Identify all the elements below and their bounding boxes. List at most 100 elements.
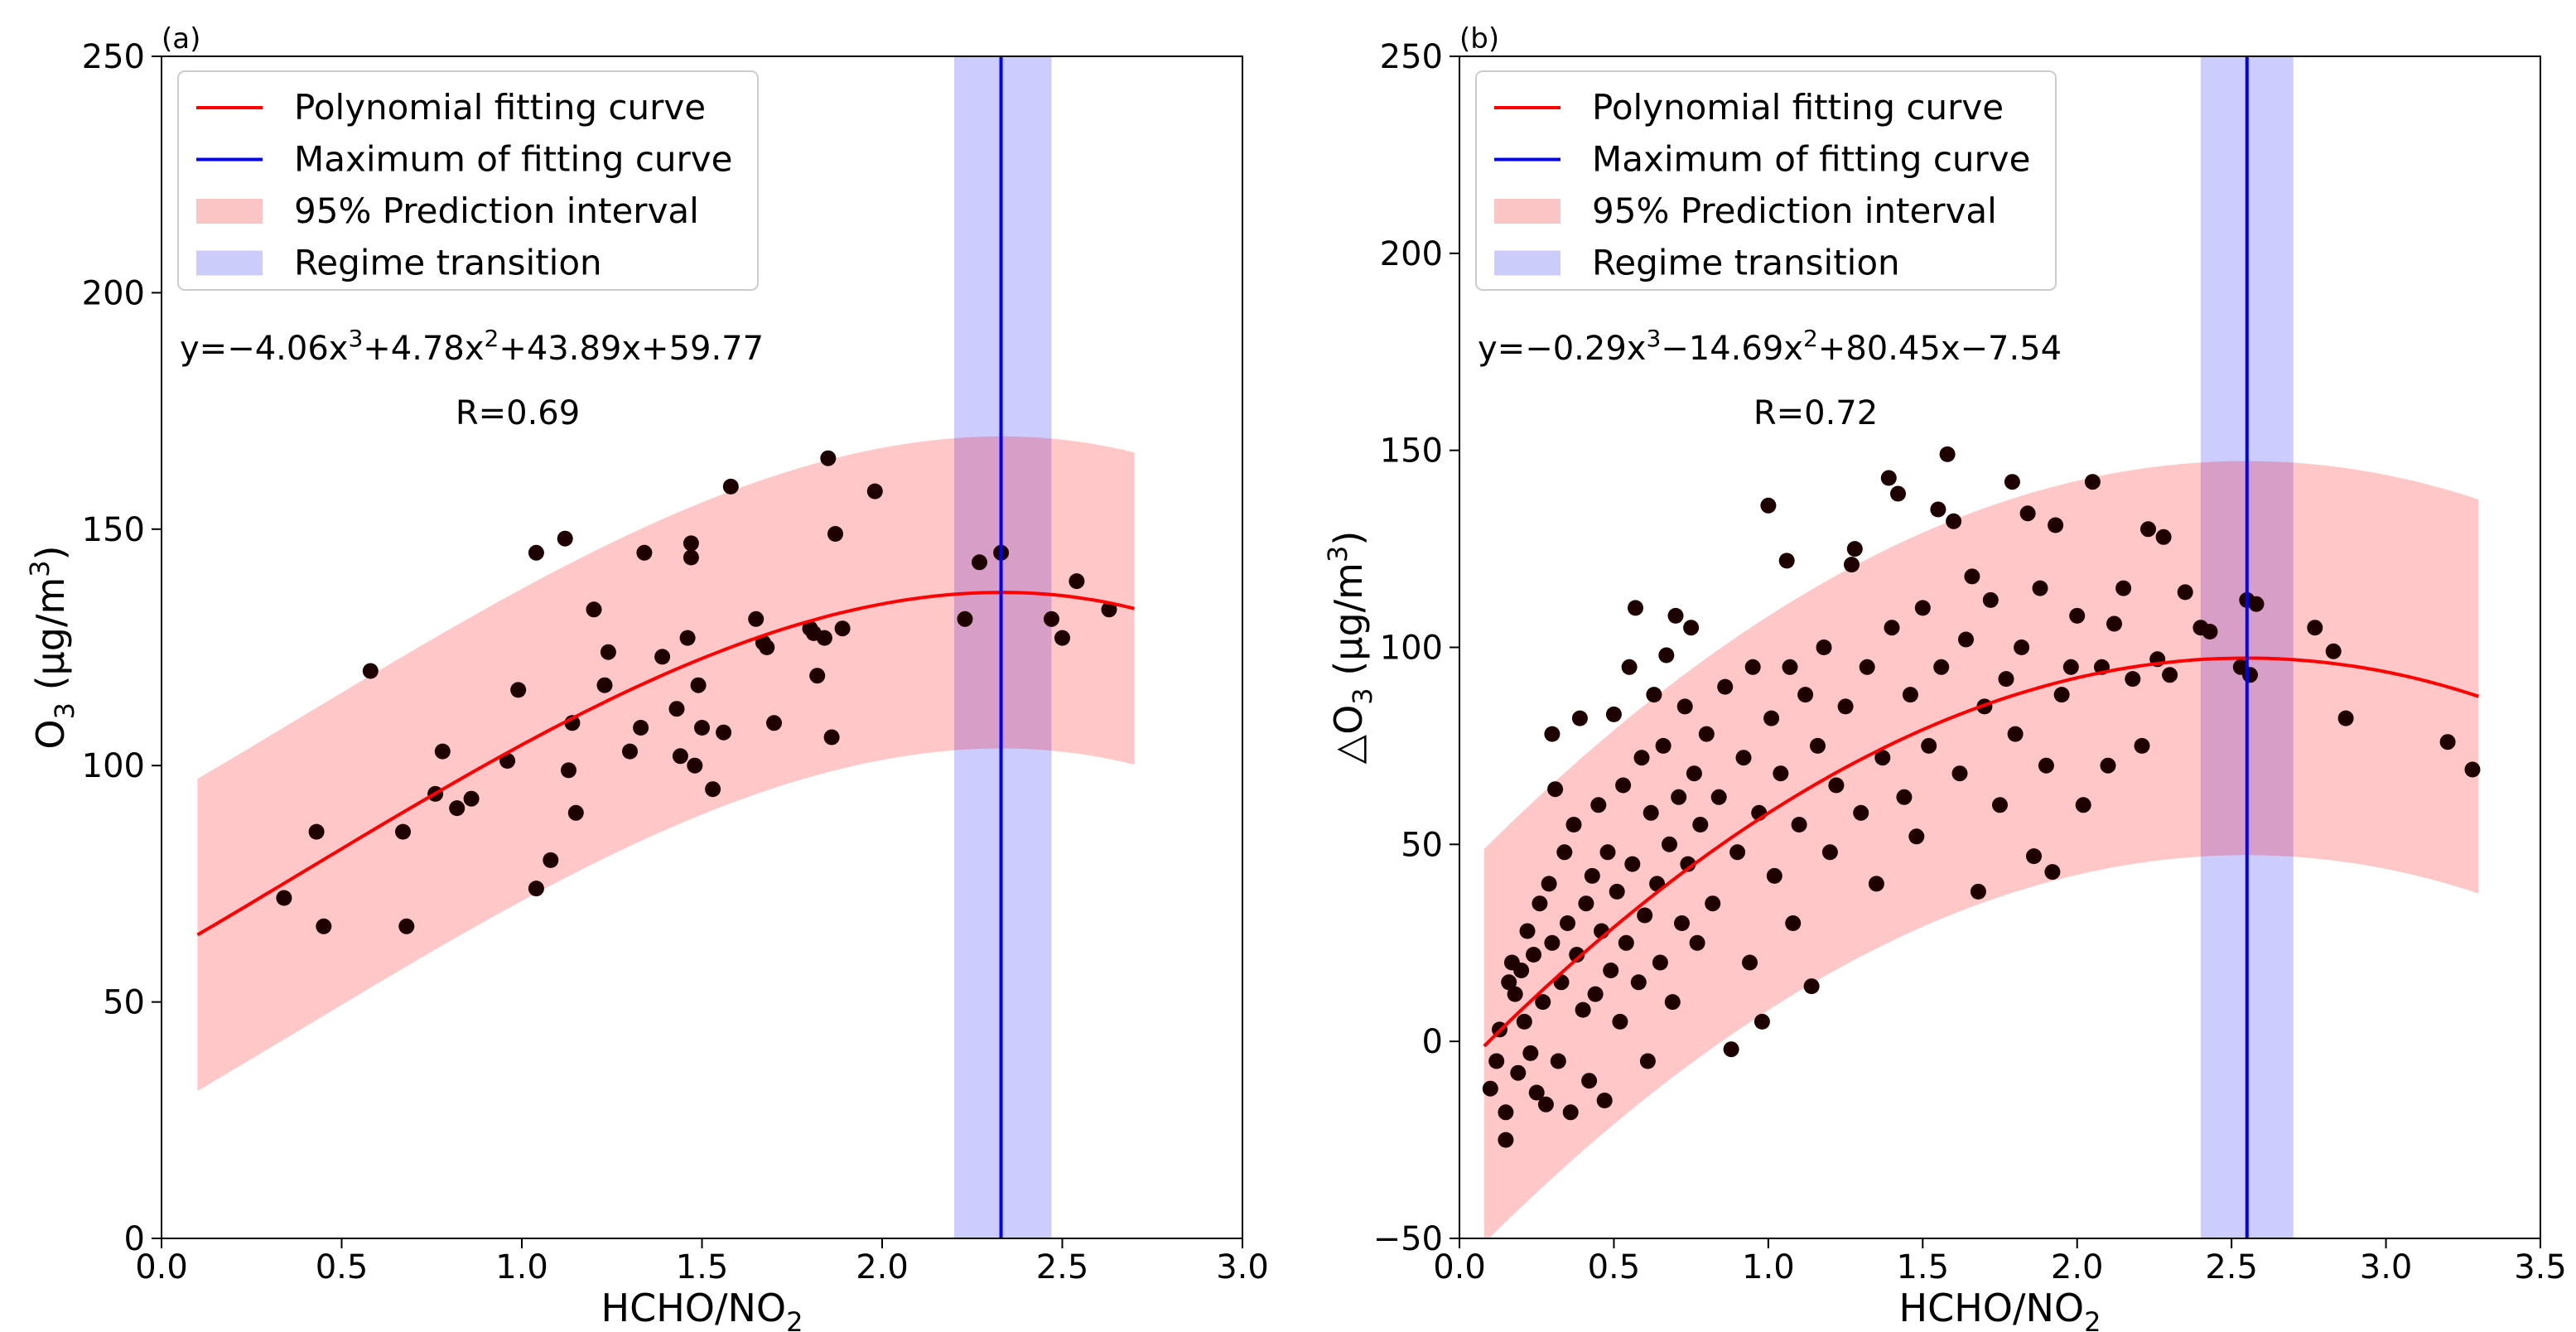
data-point — [1680, 856, 1696, 872]
data-point — [2202, 624, 2218, 639]
data-point — [827, 526, 843, 542]
data-point — [1482, 1080, 1498, 1097]
data-point — [683, 549, 699, 566]
fit-equation: y=−0.29x3−14.69x2+80.45x−7.54 — [1478, 325, 2062, 368]
data-point — [1637, 907, 1653, 924]
data-point — [2337, 710, 2354, 726]
data-point — [463, 790, 480, 807]
data-point — [1939, 446, 1956, 462]
data-point — [1908, 828, 1925, 845]
data-point — [1599, 844, 1616, 861]
regime-transition-band — [954, 56, 1052, 1238]
data-point — [1683, 620, 1700, 636]
data-point — [654, 649, 671, 665]
data-point — [1667, 607, 1684, 624]
legend-swatch-patch — [196, 199, 263, 224]
data-point — [687, 757, 703, 774]
data-point — [2248, 596, 2265, 612]
prediction-interval-band — [1483, 461, 2479, 1238]
data-point — [1603, 963, 1619, 978]
data-point — [690, 677, 707, 693]
data-point — [1689, 934, 1705, 951]
data-point — [1643, 804, 1659, 821]
data-point — [1964, 568, 1980, 585]
data-point — [2038, 757, 2054, 774]
data-point — [705, 781, 721, 798]
data-point — [1742, 954, 1758, 971]
x-tick-label: 0.5 — [1588, 1248, 1641, 1286]
y-tick-label: 100 — [82, 747, 145, 785]
data-point — [316, 918, 332, 934]
data-point — [694, 720, 710, 736]
data-point — [1571, 710, 1588, 726]
panel-label: (b) — [1459, 22, 1499, 56]
chart-panel-a: 0.0 0.5 1.0 1.5 2.0 2.5 3.0 0 50 100 150 200 250 HCHO… — [24, 22, 1269, 1332]
legend: Polynomial fitting curve Maximum of fitti… — [1475, 70, 2057, 291]
data-point — [1501, 974, 1517, 991]
data-point — [1998, 671, 2014, 688]
data-point — [1488, 1053, 1505, 1069]
data-point — [1970, 883, 1986, 900]
data-point — [1717, 678, 1734, 695]
data-point — [2075, 797, 2091, 813]
data-point — [1853, 804, 1869, 821]
data-point — [1615, 777, 1632, 794]
y-tick-label: 100 — [1380, 630, 1443, 668]
data-point — [1535, 994, 1551, 1011]
data-point — [1982, 591, 1999, 608]
data-point — [1618, 934, 1634, 951]
data-point — [1859, 659, 1875, 675]
data-point — [1541, 876, 1557, 892]
data-point — [449, 800, 466, 817]
data-point — [1507, 986, 1523, 1002]
data-point — [1797, 687, 1814, 703]
legend-label: Polynomial fitting curve — [294, 87, 706, 128]
x-tick-label: 1.0 — [495, 1248, 548, 1286]
data-point — [1646, 687, 1662, 703]
legend-box — [177, 70, 759, 291]
data-point — [1605, 706, 1622, 722]
data-point — [2026, 848, 2042, 865]
legend-label: Maximum of fitting curve — [294, 139, 733, 180]
data-point — [1569, 947, 1585, 963]
data-point — [1992, 797, 2008, 813]
y-tick-label: 50 — [1401, 826, 1443, 864]
data-point — [823, 729, 840, 746]
data-point — [528, 544, 544, 561]
data-point — [1069, 573, 1085, 590]
data-point — [1868, 876, 1884, 892]
data-point — [1773, 765, 1789, 782]
data-point — [1723, 1041, 1739, 1058]
data-point — [600, 644, 616, 660]
data-point — [1754, 1013, 1770, 1030]
data-point — [633, 720, 649, 736]
data-point — [1810, 737, 1826, 754]
data-point — [1628, 600, 1643, 616]
y-axis-title: △O3 (μg/m3) — [1322, 531, 1378, 765]
data-point — [1544, 726, 1561, 742]
data-point — [1621, 659, 1638, 675]
data-point — [1791, 817, 1807, 832]
data-point — [1896, 789, 1913, 805]
data-point — [1828, 777, 1845, 794]
data-point — [1516, 1013, 1532, 1030]
data-point — [2155, 528, 2172, 545]
data-point — [2242, 667, 2258, 683]
data-point — [1763, 710, 1780, 726]
chart-panel-b: 0.0 0.5 1.0 1.5 2.0 2.5 3.0 3.5 −50 0 50 100 150 200 2… — [1322, 22, 2567, 1332]
x-axis-title: HCHO/NO2 — [1899, 1286, 2101, 1332]
data-point — [668, 701, 685, 717]
data-point — [636, 544, 653, 561]
data-point — [1560, 915, 1575, 931]
data-point — [1498, 1104, 1514, 1121]
y-tick-label: 0 — [124, 1220, 145, 1258]
x-tick-label: 1.0 — [1742, 1248, 1795, 1286]
x-tick-label: 3.0 — [1216, 1248, 1269, 1286]
data-point — [1556, 844, 1573, 861]
data-point — [866, 483, 883, 499]
data-point — [1951, 765, 1968, 782]
x-tick-label: 2.5 — [1036, 1248, 1089, 1286]
data-point — [1884, 620, 1900, 636]
data-point — [1575, 1001, 1591, 1018]
panel-label: (a) — [162, 22, 200, 56]
